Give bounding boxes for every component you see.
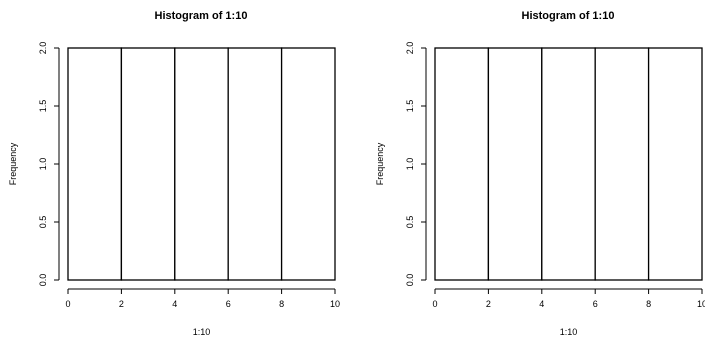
x-tick-label: 8 xyxy=(279,299,284,309)
x-tick-label: 8 xyxy=(646,299,651,309)
y-tick-label: 2.0 xyxy=(405,42,415,55)
y-tick-label: 0.5 xyxy=(405,216,415,229)
histogram-panel: Histogram of 1:10 0 2 4 6 8 10 0.0 0.5 1.0 1.5 2.0 1… xyxy=(8,10,340,337)
y-tick-label: 1.5 xyxy=(405,100,415,113)
histogram-bar xyxy=(227,47,283,281)
x-tick-label: 0 xyxy=(65,299,70,309)
chart-title: Histogram of 1:10 xyxy=(522,10,615,22)
histogram-bar xyxy=(434,47,490,281)
chart-title: Histogram of 1:10 xyxy=(155,10,248,22)
histogram-bar xyxy=(280,47,336,281)
y-tick-label: 0.0 xyxy=(405,274,415,287)
x-tick-label: 6 xyxy=(593,299,598,309)
y-tick-label: 2.0 xyxy=(38,42,48,55)
y-tick-label: 1.5 xyxy=(38,100,48,113)
histogram-bar xyxy=(67,47,123,281)
x-tick-label: 4 xyxy=(539,299,544,309)
histogram-bar xyxy=(174,47,229,281)
histogram-bar xyxy=(487,47,543,281)
y-axis-title: Frequency xyxy=(8,142,18,185)
x-tick-label: 6 xyxy=(226,299,231,309)
histogram-bar xyxy=(120,47,176,281)
y-tick-label: 0.5 xyxy=(38,216,48,229)
histogram-bar xyxy=(594,47,650,281)
x-tick-label: 0 xyxy=(432,299,437,309)
histogram-bar xyxy=(647,47,703,281)
y-tick-label: 0.0 xyxy=(38,274,48,287)
x-tick-label: 10 xyxy=(330,299,340,309)
x-tick-label: 4 xyxy=(172,299,177,309)
x-tick-label: 2 xyxy=(486,299,491,309)
x-axis-title: 1:10 xyxy=(193,327,211,337)
y-tick-label: 1.0 xyxy=(38,158,48,171)
x-tick-label: 10 xyxy=(697,299,705,309)
x-axis-title: 1:10 xyxy=(560,327,578,337)
y-tick-label: 1.0 xyxy=(405,158,415,171)
y-axis-title: Frequency xyxy=(375,142,385,185)
x-tick-label: 2 xyxy=(119,299,124,309)
histogram-panel: Histogram of 1:10 0 2 4 6 8 10 0.0 0.5 1.0 1.5 2.0 1… xyxy=(375,10,705,337)
histogram-bar xyxy=(541,47,596,281)
